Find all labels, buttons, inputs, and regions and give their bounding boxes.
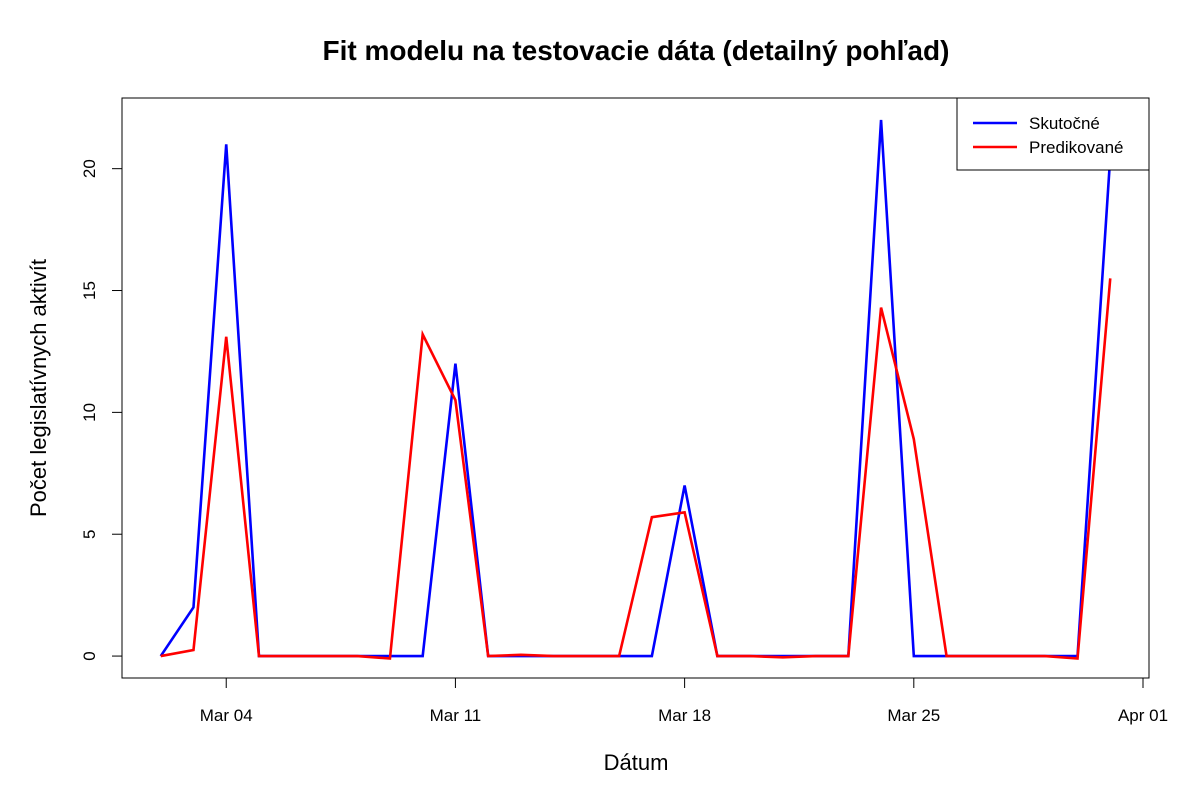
x-axis: Mar 04 Mar 11 Mar 18 Mar 25 Apr 01 bbox=[200, 677, 1168, 725]
legend-label: Skutočné bbox=[1029, 114, 1100, 133]
x-tick-label: Mar 11 bbox=[430, 706, 482, 725]
series-line-actual bbox=[159, 119, 1112, 658]
x-tick-label: Mar 04 bbox=[200, 706, 253, 725]
x-tick-label: Mar 18 bbox=[658, 706, 711, 725]
y-tick-label: 20 bbox=[80, 159, 99, 178]
x-tick-label: Mar 25 bbox=[887, 706, 940, 725]
x-axis-label: Dátum bbox=[604, 750, 669, 775]
series-line-predicted bbox=[160, 278, 1112, 660]
y-axis-label: Počet legislatívnych aktivít bbox=[26, 259, 51, 517]
y-tick-label: 15 bbox=[80, 281, 99, 300]
y-axis: 0 5 10 15 20 bbox=[80, 159, 123, 661]
y-tick-label: 5 bbox=[80, 529, 99, 538]
legend-box bbox=[956, 97, 1150, 171]
legend-label: Predikované bbox=[1029, 138, 1124, 157]
series-layer bbox=[159, 119, 1112, 660]
x-tick-label: Apr 01 bbox=[1118, 706, 1168, 725]
chart-title: Fit modelu na testovacie dáta (detailný … bbox=[323, 35, 950, 66]
y-tick-label: 0 bbox=[80, 651, 99, 660]
y-tick-label: 10 bbox=[80, 403, 99, 422]
legend: Skutočné Predikované bbox=[956, 97, 1150, 171]
